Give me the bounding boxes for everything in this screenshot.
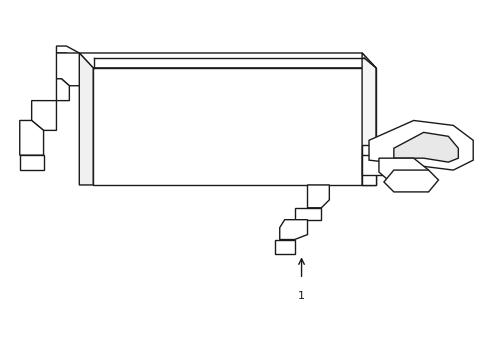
Polygon shape: [274, 239, 294, 255]
Polygon shape: [383, 170, 438, 192]
Polygon shape: [56, 46, 79, 59]
Polygon shape: [56, 53, 79, 86]
Polygon shape: [93, 68, 375, 185]
Polygon shape: [393, 132, 457, 162]
Polygon shape: [79, 53, 93, 185]
Polygon shape: [383, 145, 421, 165]
Polygon shape: [307, 185, 328, 208]
Polygon shape: [378, 158, 427, 185]
Polygon shape: [294, 208, 321, 220]
Polygon shape: [20, 121, 43, 155]
Polygon shape: [79, 53, 375, 68]
Text: 1: 1: [298, 291, 305, 301]
Polygon shape: [368, 121, 472, 170]
Polygon shape: [361, 53, 375, 185]
Polygon shape: [279, 220, 307, 239]
Polygon shape: [32, 100, 56, 130]
Polygon shape: [361, 145, 375, 185]
Polygon shape: [361, 155, 398, 175]
Polygon shape: [20, 155, 43, 170]
Polygon shape: [56, 79, 69, 100]
